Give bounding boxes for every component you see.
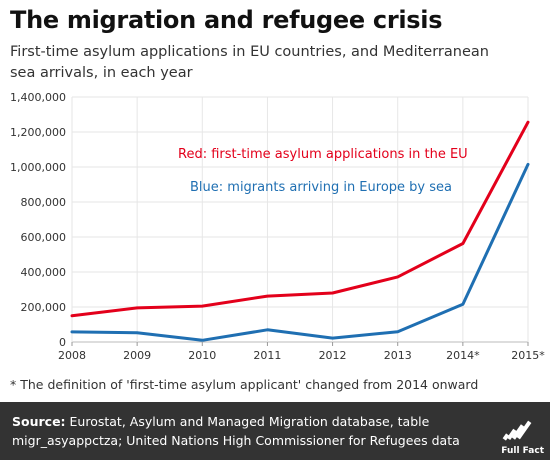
source-bar: Source: Eurostat, Asylum and Managed Mig… (0, 402, 550, 460)
footnote: * The definition of 'first-time asylum a… (10, 377, 479, 392)
source-text: Source: Eurostat, Asylum and Managed Mig… (12, 412, 482, 450)
x-tick-label: 2009 (123, 349, 151, 362)
x-tick-label: 2012 (319, 349, 347, 362)
line-chart: 0 200,000 400,000 600,000 800,000 1,000,000 1,… (10, 91, 545, 362)
series-label: Blue: migrants arriving in Europe by sea (190, 180, 452, 195)
y-tick-label: 1,400,000 (10, 91, 66, 104)
x-tick-label: 2015* (511, 349, 545, 362)
y-tick-label: 1,200,000 (10, 126, 66, 139)
chart-title: The migration and refugee crisis (10, 6, 443, 34)
y-tick-label: 1,000,000 (10, 161, 66, 174)
series-line-sea-arrivals (70, 162, 530, 342)
x-tick-label: 2010 (188, 349, 216, 362)
series-label: Red: first-time asylum applications in t… (178, 147, 468, 162)
source-label: Source: (12, 414, 66, 429)
x-tick-label: 2013 (384, 349, 412, 362)
series-line-asylum-applications (70, 120, 530, 318)
x-tick-label: 2011 (253, 349, 281, 362)
chart-subtitle: First-time asylum applications in EU cou… (10, 44, 489, 81)
y-tick-label: 0 (59, 336, 66, 349)
y-tick-label: 400,000 (21, 266, 67, 279)
y-tick-label: 800,000 (21, 196, 67, 209)
x-tick-label: 2008 (58, 349, 86, 362)
y-tick-label: 200,000 (21, 301, 67, 314)
x-tick-label: 2014* (446, 349, 480, 362)
logo-text: Full Fact (501, 446, 544, 456)
full-fact-logo-icon (502, 420, 532, 441)
source-body: Eurostat, Asylum and Managed Migration d… (12, 414, 460, 448)
y-tick-label: 600,000 (21, 231, 67, 244)
